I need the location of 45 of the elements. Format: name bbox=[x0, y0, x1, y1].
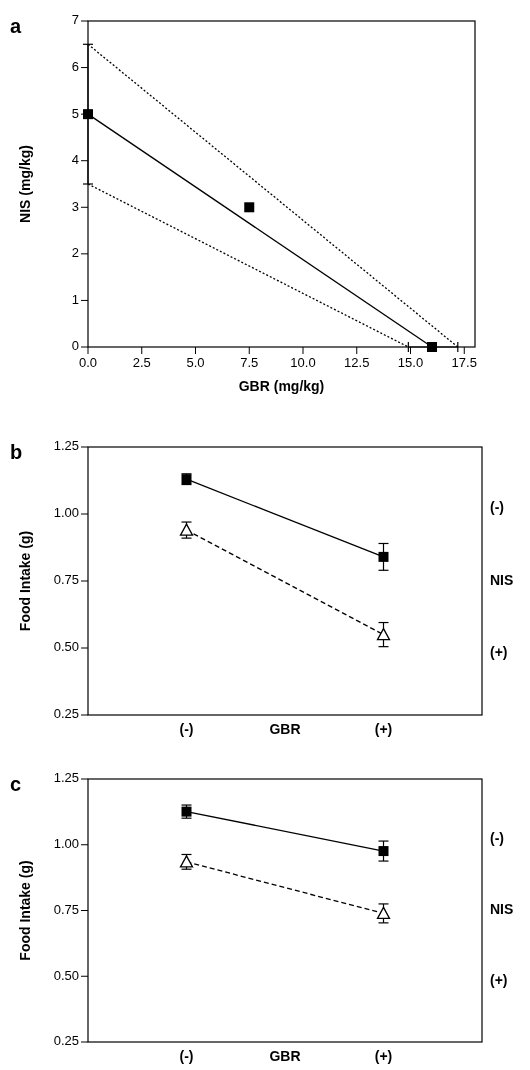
y-tick-label: 5 bbox=[71, 105, 79, 121]
x-axis-title: GBR (mg/kg) bbox=[238, 378, 325, 394]
x-tick-label: 10.0 bbox=[290, 355, 316, 370]
point bbox=[244, 202, 255, 213]
x-tick-label: 7.5 bbox=[240, 355, 259, 370]
y-tick-label: 0.50 bbox=[53, 967, 79, 983]
y-axis-title: Food Intake (g) bbox=[16, 530, 33, 632]
y-tick-label: 1 bbox=[71, 291, 79, 307]
y-tick-label: 0.75 bbox=[53, 572, 79, 588]
legend-title: NIS bbox=[490, 571, 514, 588]
point bbox=[378, 551, 389, 562]
y-tick-label: 1.00 bbox=[53, 836, 79, 852]
text: b bbox=[10, 441, 23, 463]
y-tick-label: 2 bbox=[71, 245, 79, 261]
text: c bbox=[10, 773, 22, 795]
text: (+) bbox=[490, 972, 508, 989]
text: (+) bbox=[490, 644, 508, 661]
y-tick-label: 1.00 bbox=[53, 505, 79, 521]
y-axis-title: NIS (mg/kg) bbox=[16, 145, 33, 223]
text: (-) bbox=[490, 830, 504, 847]
x-tick-label: 2.5 bbox=[132, 355, 151, 370]
y-tick-label: 0.25 bbox=[53, 1033, 79, 1049]
y-tick-label: 0.50 bbox=[53, 639, 79, 655]
y-tick-label: 1.25 bbox=[53, 438, 79, 454]
legend-title: NIS bbox=[490, 901, 514, 918]
point bbox=[427, 342, 437, 352]
y-tick-label: 0.75 bbox=[53, 901, 79, 917]
y-tick-label: 7 bbox=[71, 12, 79, 28]
y-tick-label: 0 bbox=[71, 338, 79, 354]
text: a bbox=[10, 15, 22, 37]
text: (-) bbox=[490, 499, 504, 516]
y-tick-label: 4 bbox=[71, 152, 79, 168]
x-tick-label: 15.0 bbox=[397, 355, 424, 370]
point bbox=[378, 846, 389, 857]
y-tick-label: 1.25 bbox=[53, 770, 79, 786]
x-axis-title: GBR bbox=[269, 1048, 301, 1064]
y-tick-label: 3 bbox=[71, 198, 79, 214]
x-axis-title: GBR bbox=[269, 721, 301, 737]
y-axis-title: Food Intake (g) bbox=[16, 860, 33, 961]
x-tick-label: 0.0 bbox=[78, 355, 98, 370]
x-tick-label: 17.5 bbox=[451, 355, 477, 370]
y-tick-label: 0.25 bbox=[53, 706, 79, 722]
x-tick-label: 12.5 bbox=[344, 355, 370, 370]
y-tick-label: 6 bbox=[71, 59, 79, 75]
x-tick-label: 5.0 bbox=[186, 355, 205, 370]
